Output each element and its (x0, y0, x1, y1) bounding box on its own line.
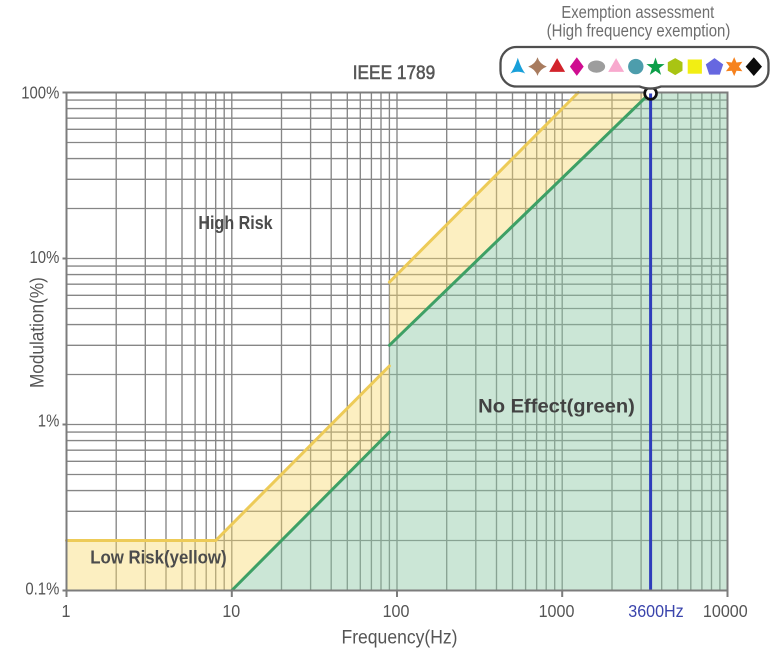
svg-text:3600Hz: 3600Hz (628, 601, 683, 621)
svg-text:High Risk: High Risk (198, 212, 273, 233)
svg-text:No Effect(green): No Effect(green) (478, 396, 635, 418)
svg-text:100: 100 (383, 601, 410, 621)
svg-text:(High frequency exemption): (High frequency exemption) (547, 21, 731, 40)
svg-text:Low Risk(yellow): Low Risk(yellow) (90, 547, 226, 568)
svg-text:10: 10 (222, 601, 240, 621)
svg-text:1%: 1% (38, 411, 59, 430)
svg-text:10%: 10% (30, 248, 60, 267)
svg-text:Modulation(%): Modulation(%) (27, 277, 48, 388)
svg-text:0.1%: 0.1% (25, 579, 59, 598)
svg-text:1000: 1000 (539, 601, 575, 621)
svg-text:1: 1 (62, 601, 71, 621)
svg-text:100%: 100% (21, 83, 59, 102)
svg-text:Frequency(Hz): Frequency(Hz) (341, 626, 457, 648)
svg-text:Exemption assessment: Exemption assessment (561, 3, 714, 22)
svg-text:10000: 10000 (703, 601, 748, 621)
svg-text:IEEE 1789: IEEE 1789 (353, 61, 435, 83)
